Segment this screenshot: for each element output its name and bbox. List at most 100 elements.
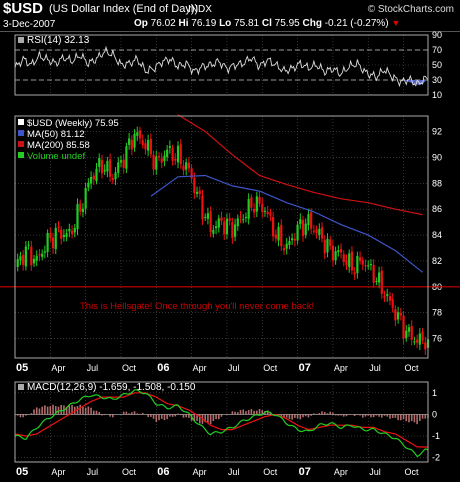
candle-body (236, 218, 239, 227)
candle-body (43, 251, 46, 253)
candle-body (214, 226, 218, 229)
candle-body (301, 219, 305, 237)
x-tick-label: Apr (193, 363, 207, 373)
candle-body (157, 155, 161, 158)
open-value: 76.02 (150, 18, 176, 29)
candle-body (285, 243, 288, 249)
candle-body (38, 254, 41, 256)
candle-body (361, 260, 364, 265)
candle-body (166, 149, 169, 158)
candle-body (250, 197, 253, 208)
header-divider (0, 31, 460, 32)
candle-body (114, 172, 117, 180)
candle-body (350, 251, 354, 271)
candle-body (174, 158, 177, 161)
x-tick-label: Apr (51, 467, 65, 477)
candle-body (307, 214, 310, 226)
candle-body (315, 229, 318, 234)
x-tick-label: Oct (405, 363, 420, 373)
candle-body (253, 208, 256, 213)
candle-body (198, 190, 201, 195)
candle-body (356, 255, 359, 273)
candle-body (32, 259, 36, 264)
candle-body (220, 217, 223, 221)
candle-body (122, 159, 125, 168)
candle-body (30, 246, 33, 266)
candle-body (81, 208, 85, 213)
candle-body (228, 218, 231, 221)
candle-body (323, 239, 326, 254)
x-tick-label: 05 (16, 362, 28, 374)
x-tick-label: Oct (263, 467, 278, 477)
y-tick-label: 82 (432, 256, 442, 266)
candle-body (293, 238, 296, 241)
candle-body (282, 248, 286, 251)
candle-body (369, 263, 373, 265)
candle-body (421, 331, 424, 341)
candle-body (272, 217, 275, 237)
x-tick-label: Apr (51, 363, 65, 373)
candle-body (92, 175, 95, 180)
candle-body (304, 223, 307, 235)
candle-body (299, 219, 302, 225)
candle-body (353, 272, 356, 275)
x-tick-label: 05 (16, 466, 28, 478)
candle-body (19, 256, 22, 261)
candle-body (206, 213, 210, 219)
candle-body (342, 254, 345, 263)
candle-body (70, 230, 74, 235)
candle-body (263, 210, 267, 212)
low-label: Lo (219, 18, 232, 29)
candle-body (348, 253, 351, 267)
y-tick-label: 0 (432, 409, 437, 419)
candle-body (358, 257, 362, 262)
candle-body (318, 228, 321, 235)
candle-body (60, 229, 63, 239)
candle-body (397, 312, 400, 320)
high-value: 76.19 (191, 18, 217, 29)
macd-signal-line (14, 392, 428, 448)
y-tick-label: 50 (432, 60, 442, 70)
x-tick-label: 06 (157, 466, 169, 478)
candle-body (233, 224, 237, 237)
candle-body (160, 158, 163, 163)
candle-body (49, 232, 52, 239)
candle-body (413, 341, 416, 343)
candle-body (416, 339, 419, 343)
candle-body (320, 227, 324, 239)
candle-body (329, 239, 332, 246)
candle-body (310, 212, 313, 229)
candle-body (280, 224, 283, 247)
candle-body (185, 162, 188, 170)
candle-body (212, 229, 215, 234)
candle-body (258, 196, 261, 204)
brand-label: © StockCharts.com (367, 4, 454, 15)
candle-body (334, 251, 337, 261)
price-legend-swatch (18, 152, 24, 158)
candle-body (73, 227, 76, 233)
candle-body (239, 216, 242, 218)
x-tick-label: Jul (369, 363, 381, 373)
candle-body (195, 191, 199, 194)
y-tick-label: 70 (432, 45, 442, 55)
exchange-label: INDX (188, 4, 212, 15)
candle-body (136, 132, 139, 136)
candle-body (62, 234, 66, 237)
candle-body (364, 265, 367, 267)
candle-body (147, 139, 150, 151)
date-label: 3-Dec-2007 (3, 19, 56, 30)
high-label: Hi (178, 18, 189, 29)
y-tick-label: 1 (432, 388, 437, 398)
symbol-label: $USD (3, 0, 44, 17)
x-tick-label: Apr (334, 467, 348, 477)
candle-body (312, 230, 315, 232)
candle-body (24, 246, 27, 267)
y-tick-label: 86 (432, 204, 442, 214)
candle-body (16, 259, 19, 267)
price-legend-swatch (18, 119, 24, 125)
candle-body (407, 327, 411, 332)
candle-body (141, 140, 144, 145)
x-tick-label: 07 (299, 466, 311, 478)
candle-body (391, 299, 394, 308)
